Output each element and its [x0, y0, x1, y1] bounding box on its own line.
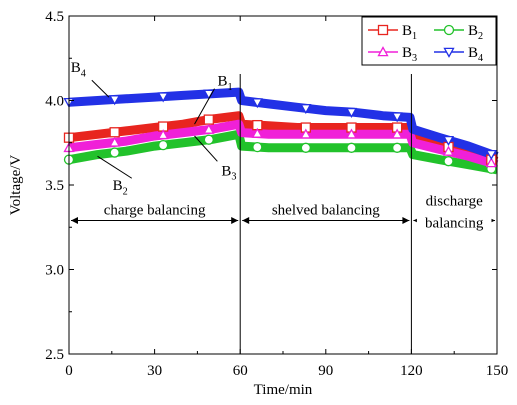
x-tick-label-4: 120: [400, 363, 423, 379]
callout-label-3: B2: [113, 178, 128, 197]
y-tick-label-4: 4.5: [45, 9, 64, 25]
marker-B4-2: [157, 92, 169, 103]
marker-B4-7: [391, 112, 403, 123]
marker-B2-4: [252, 141, 263, 153]
marker-B3-3: [203, 123, 215, 134]
series-band-B1: [68, 111, 499, 166]
legend: B1 B2 B3 B4: [361, 16, 497, 66]
marker-B3-2: [157, 129, 169, 140]
legend-label-B3: B3: [402, 45, 417, 64]
y-axis-label: Voltage/V: [8, 155, 24, 216]
marker-B3-8: [442, 145, 455, 156]
marker-B2-2: [158, 139, 169, 151]
marker-B2-1: [109, 147, 120, 158]
marker-B4-6: [345, 107, 358, 118]
x-tick-label-0: 0: [65, 363, 73, 379]
x-tick-label-2: 60: [233, 363, 248, 379]
callout-line-3: [97, 155, 133, 179]
marker-B2-8: [443, 156, 454, 167]
plot-frame: [68, 15, 498, 355]
marker-B4-4: [251, 98, 263, 109]
phase-label-2-0: discharge: [426, 193, 484, 209]
callout-label-0: B4: [71, 60, 86, 79]
legend-marker-B1: [377, 24, 389, 36]
phase-label-bg-1-0: [258, 200, 393, 219]
series-callouts: B4 B1 B3 B2: [71, 60, 237, 197]
legend-marker-B4: [443, 47, 455, 58]
marker-B1-1: [109, 127, 120, 138]
x-tick-label-5: 150: [486, 363, 509, 379]
legend-marker-B3: [377, 46, 389, 57]
phase-arrowhead-left-0: [71, 216, 78, 224]
marker-B4-1: [109, 95, 121, 106]
x-axis-label: Time/min: [254, 382, 313, 398]
phase-label-bg-2-0: [416, 191, 492, 210]
y-tick-label-1: 3.0: [45, 263, 64, 279]
marker-B3-5: [300, 128, 312, 139]
phase-annotations: charge balancing shelved balancing dischar…: [71, 74, 495, 354]
callout-line-1: [194, 88, 215, 125]
phase-arrowhead-left-1: [242, 216, 250, 224]
marker-B3-1: [109, 136, 121, 147]
marker-B2-7: [391, 142, 403, 153]
marker-B1-3: [203, 114, 214, 125]
marker-B3-4: [251, 127, 263, 138]
phase-arrowhead-right-1: [402, 216, 410, 224]
marker-B2-5: [300, 142, 311, 153]
y-tick-label-0: 2.5: [45, 347, 64, 363]
marker-B3-6: [345, 128, 358, 139]
marker-B4-9: [485, 149, 497, 161]
marker-B4-8: [442, 135, 455, 147]
callout-line-0: [91, 79, 110, 98]
callout-label-2: B3: [221, 163, 236, 182]
series-band-B2: [68, 129, 498, 175]
x-tick-label-3: 90: [318, 363, 333, 379]
marker-B3-7: [391, 128, 403, 139]
phase-label-2-1: balancing: [425, 215, 484, 231]
series-band-B4: [68, 87, 499, 161]
legend-label-B4: B4: [468, 45, 483, 64]
plot-markers: [63, 89, 497, 174]
legend-label-B1: B1: [402, 23, 417, 42]
phase-label-bg-2-1: [416, 213, 492, 232]
callout-line-2: [194, 135, 218, 162]
marker-B3-9: [485, 157, 497, 168]
y-tick-label-3: 4.0: [45, 94, 64, 110]
phase-arrowhead-right-0: [231, 216, 239, 224]
phase-label-1-0: shelved balancing: [272, 202, 380, 218]
marker-B2-3: [203, 134, 214, 145]
y-tick-label-2: 3.5: [45, 178, 64, 194]
series-band-B3: [68, 119, 499, 170]
phase-label-bg-0-0: [91, 200, 218, 219]
callout-label-1: B1: [218, 74, 233, 93]
x-tick-label-1: 30: [147, 363, 162, 379]
phase-label-0-0: charge balancing: [104, 202, 206, 218]
legend-label-B2: B2: [468, 23, 483, 42]
plot-lines: [68, 87, 499, 175]
legend-marker-B2: [443, 24, 455, 36]
axes: 0 30 60 90 120 150 2.5 3.0 3.5 4.0 4.5: [45, 9, 508, 379]
marker-B4-5: [300, 104, 312, 115]
marker-B2-6: [346, 142, 357, 153]
